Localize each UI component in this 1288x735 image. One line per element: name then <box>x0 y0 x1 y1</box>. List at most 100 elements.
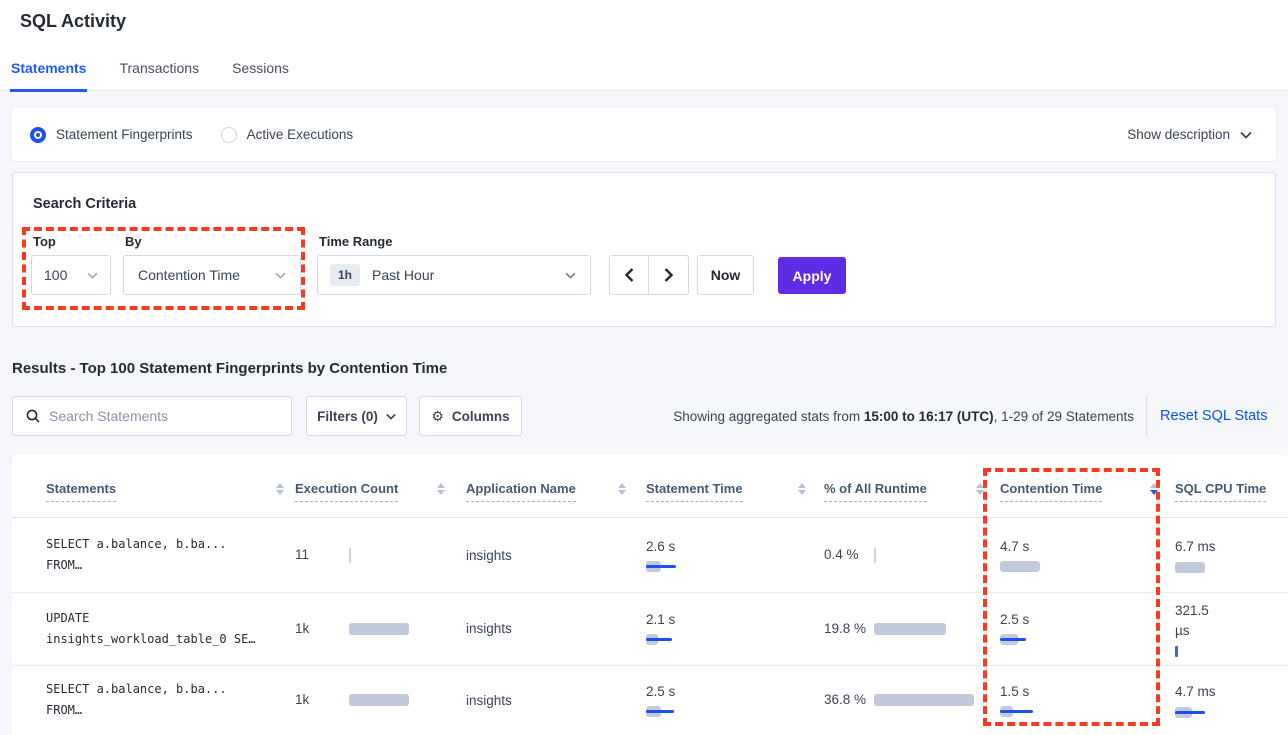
by-select[interactable]: Contention Time <box>123 255 301 295</box>
sql-cpu-time-value: 321.5 µs <box>1175 602 1209 638</box>
table-header-row: Statements Execution Count Application N… <box>12 455 1288 518</box>
bar-gray-segment <box>349 694 409 706</box>
column-header-pct-runtime[interactable]: % of All Runtime <box>824 481 984 502</box>
pct-runtime-cell: 0.4 % <box>824 518 989 592</box>
search-statements-box <box>12 396 292 436</box>
sql-text-line2: insights_workload_table_0 SE… <box>46 631 256 646</box>
columns-label: Columns <box>451 408 510 424</box>
sort-icon[interactable] <box>437 483 445 495</box>
column-label: Execution Count <box>295 481 399 502</box>
tab-sessions[interactable]: Sessions <box>232 60 289 76</box>
show-description-toggle[interactable]: Show description <box>1127 127 1252 142</box>
application-name-value: insights <box>466 621 512 636</box>
time-range-value: Past Hour <box>372 267 435 283</box>
showing-prefix: Showing aggregated stats from <box>673 408 864 424</box>
chevron-right-icon <box>664 268 673 282</box>
sort-icon[interactable] <box>976 483 984 495</box>
now-button[interactable]: Now <box>697 255 754 295</box>
time-range-label: Time Range <box>319 234 393 249</box>
radio-active-executions[interactable]: Active Executions <box>220 126 353 143</box>
time-range-badge: 1h <box>330 264 361 286</box>
bar-chart <box>349 694 409 706</box>
columns-button[interactable]: ⚙ Columns <box>419 396 522 436</box>
bar-gray-segment <box>874 622 946 635</box>
execution-count-cell: 1k <box>295 665 445 735</box>
chevron-down-icon <box>87 272 98 279</box>
top-select-value: 100 <box>44 267 68 283</box>
bar-blue-segment <box>646 709 674 713</box>
apply-button[interactable]: Apply <box>778 257 846 294</box>
column-header-statement-time[interactable]: Statement Time <box>646 481 806 502</box>
bar-chart <box>1000 560 1040 572</box>
column-header-statements[interactable]: Statements <box>46 481 284 502</box>
statement-time-value: 2.1 s <box>646 612 676 627</box>
top-select[interactable]: 100 <box>31 255 111 295</box>
view-toggle-bar: Statement Fingerprints Active Executions… <box>12 108 1276 161</box>
radio-unselected-icon[interactable] <box>220 126 237 143</box>
bar-blue-segment <box>1000 638 1026 641</box>
column-label: Statement Time <box>646 481 743 502</box>
column-label: Application Name <box>466 481 576 502</box>
next-time-button[interactable] <box>649 256 688 294</box>
statements-table: Statements Execution Count Application N… <box>12 455 1288 735</box>
sort-icon[interactable] <box>618 483 626 495</box>
statement-fingerprint-link[interactable]: SELECT a.balance, b.ba... FROM… <box>46 665 281 735</box>
column-header-sql-cpu-time[interactable]: SQL CPU Time <box>1175 481 1285 502</box>
sql-text-line1: SELECT a.balance, b.ba... <box>46 682 227 696</box>
column-header-application-name[interactable]: Application Name <box>466 481 626 502</box>
sort-icon[interactable] <box>276 483 284 495</box>
row-divider <box>12 665 1288 666</box>
bar-tick <box>874 547 876 563</box>
tab-statements[interactable]: Statements <box>10 60 88 92</box>
statement-time-value: 2.5 s <box>646 683 676 699</box>
sql-text-line2: FROM… <box>46 703 83 717</box>
bar-chart <box>1000 705 1033 717</box>
application-name-value: insights <box>466 692 512 708</box>
sort-icon-active[interactable] <box>1150 483 1158 495</box>
search-icon <box>26 409 40 423</box>
showing-suffix: , 1-29 of 29 Statements <box>993 408 1134 424</box>
statement-fingerprint-link[interactable]: UPDATE insights_workload_table_0 SE… <box>46 592 281 665</box>
search-statements-input[interactable] <box>49 408 269 424</box>
chevron-left-icon <box>624 268 633 282</box>
application-name-value: insights <box>466 547 512 563</box>
sql-cpu-time-value: 6.7 ms <box>1175 539 1216 554</box>
contention-time-value: 4.7 s <box>1000 538 1030 554</box>
tab-transactions[interactable]: Transactions <box>119 60 200 76</box>
filters-button[interactable]: Filters (0) <box>306 396 407 436</box>
pct-runtime-value: 19.8 % <box>824 620 867 636</box>
filters-label: Filters (0) <box>317 408 378 424</box>
application-name-cell: insights <box>466 665 616 735</box>
column-label: Statements <box>46 481 117 502</box>
execution-count-value: 11 <box>295 547 310 562</box>
bar-chart <box>646 705 674 717</box>
bar-chart <box>1000 634 1026 645</box>
bar-chart <box>874 622 946 635</box>
bar-chart <box>349 622 409 635</box>
chevron-down-icon <box>565 272 576 279</box>
bar-blue-segment <box>1000 709 1033 713</box>
table-row[interactable]: SELECT a.balance, b.ba... FROM… 11 insights… <box>12 518 1288 592</box>
table-row[interactable]: UPDATE insights_workload_table_0 SE… 1k ins… <box>12 592 1288 665</box>
column-header-execution-count[interactable]: Execution Count <box>295 481 445 502</box>
search-criteria-heading: Search Criteria <box>33 196 137 212</box>
bar-chart <box>1175 707 1205 718</box>
sort-icon[interactable] <box>798 483 806 495</box>
pct-runtime-cell: 36.8 % <box>824 665 989 735</box>
bar-blue-segment <box>646 638 672 641</box>
bar-gray-segment <box>1175 562 1205 573</box>
column-header-contention-time[interactable]: Contention Time <box>1000 481 1158 502</box>
bar-gray-segment <box>874 694 974 706</box>
time-range-select[interactable]: 1h Past Hour <box>317 255 591 295</box>
statement-fingerprint-link[interactable]: SELECT a.balance, b.ba... FROM… <box>46 518 281 592</box>
top-label: Top <box>33 234 56 249</box>
pct-runtime-value: 0.4 % <box>824 547 859 562</box>
reset-sql-stats-link[interactable]: Reset SQL Stats <box>1160 408 1268 424</box>
bar-tick <box>1175 645 1178 657</box>
prev-time-button[interactable] <box>610 256 650 294</box>
table-row[interactable]: SELECT a.balance, b.ba... FROM… 1k insights… <box>12 665 1288 735</box>
radio-selected-icon[interactable] <box>30 126 46 143</box>
radio-statement-fingerprints[interactable]: Statement Fingerprints <box>30 126 193 143</box>
bar-chart <box>646 634 672 645</box>
